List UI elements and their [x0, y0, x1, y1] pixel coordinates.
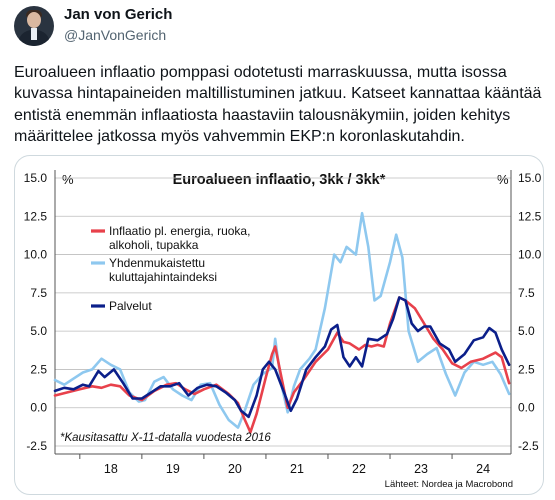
chart-note: *Kausitasattu X-11-datalla vuodesta 2016 — [60, 432, 271, 444]
y-tick-label-right: 5.0 — [518, 324, 535, 338]
y-tick-label-left: -2.5 — [26, 439, 47, 453]
y-tick-label-right: -2.5 — [518, 439, 539, 453]
chart-title: Euroalueen inflaatio, 3kk / 3kk* — [173, 172, 386, 188]
y-tick-label-right: 10.0 — [518, 248, 542, 262]
legend-label-3: Palvelut — [109, 299, 152, 313]
x-tick-label: 22 — [352, 462, 366, 476]
y-tick-label-left: 0.0 — [30, 401, 47, 415]
y-tick-label-left: 10.0 — [24, 248, 48, 262]
legend-label-1: Inflaatio pl. energia, ruoka, alkoholi, t… — [109, 224, 250, 252]
chart-source: Lähteet: Nordea ja Macrobond — [385, 479, 513, 490]
author-handle[interactable]: @JanVonGerich — [64, 27, 167, 43]
y-tick-label-right: 7.5 — [518, 286, 535, 300]
y-tick-label-left: 12.5 — [24, 209, 48, 223]
x-tick-label: 21 — [290, 462, 304, 476]
tweet-text: Euroalueen inflaatio pomppasi odotetusti… — [14, 64, 542, 145]
series-line-3 — [53, 296, 511, 419]
y-tick-label-right: 15.0 — [518, 171, 542, 185]
unit-left: % — [62, 172, 74, 187]
y-tick-label-left: 5.0 — [30, 324, 47, 338]
y-tick-label-right: 12.5 — [518, 209, 542, 223]
x-tick-label: 19 — [166, 462, 180, 476]
y-tick-label-left: 2.5 — [30, 362, 47, 376]
chart-card[interactable]: Euroalueen inflaatio, 3kk / 3kk* % % 15.… — [14, 155, 544, 495]
author-name[interactable]: Jan von Gerich — [64, 6, 173, 23]
x-tick-label: 20 — [228, 462, 242, 476]
x-tick-label: 23 — [414, 462, 428, 476]
y-tick-label-left: 15.0 — [24, 171, 48, 185]
inflation-chart: Euroalueen inflaatio, 3kk / 3kk* % % 15.… — [24, 170, 542, 490]
unit-right: % — [497, 172, 509, 187]
series-line-1 — [53, 296, 511, 434]
y-tick-label-left: 7.5 — [30, 286, 47, 300]
x-tick-label: 24 — [476, 462, 490, 476]
author-avatar[interactable] — [14, 6, 54, 46]
x-tick-label: 18 — [104, 462, 118, 476]
y-tick-label-right: 2.5 — [518, 362, 535, 376]
y-tick-label-right: 0.0 — [518, 401, 535, 415]
legend-label-2: Yhdenmukaistettu kuluttajahintaindeksi — [109, 256, 217, 284]
